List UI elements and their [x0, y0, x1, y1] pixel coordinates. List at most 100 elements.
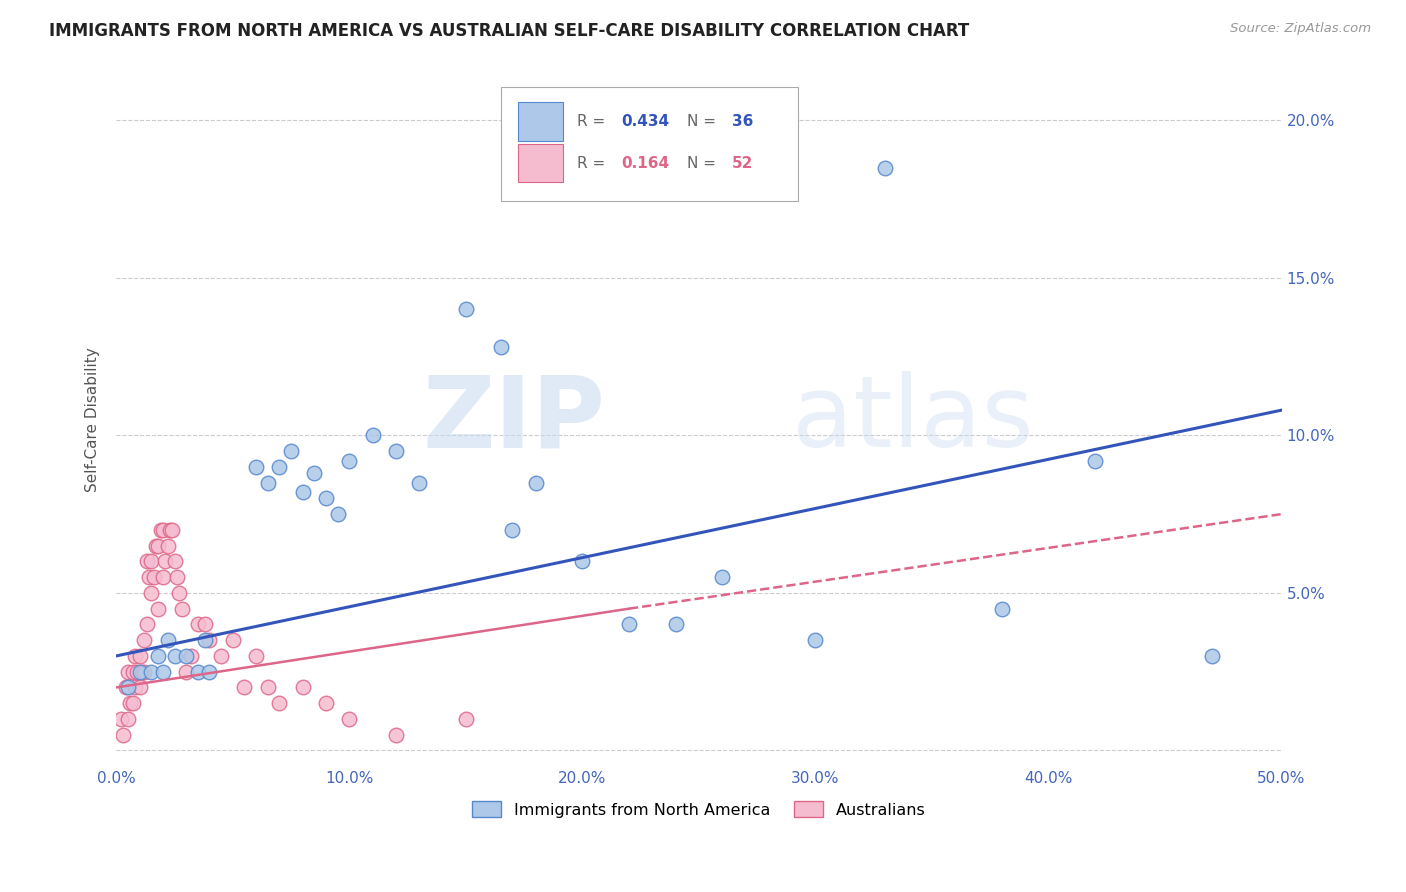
Point — [152, 665, 174, 679]
Point — [245, 459, 267, 474]
FancyBboxPatch shape — [519, 144, 562, 182]
Text: ZIP: ZIP — [423, 371, 606, 468]
Point — [148, 539, 170, 553]
Point — [134, 633, 156, 648]
FancyBboxPatch shape — [501, 87, 799, 202]
Legend: Immigrants from North America, Australians: Immigrants from North America, Australia… — [465, 795, 932, 824]
Point — [804, 633, 827, 648]
Point — [159, 523, 181, 537]
Point — [304, 466, 326, 480]
Point — [198, 633, 221, 648]
Text: N =: N = — [688, 155, 721, 170]
Text: R =: R = — [576, 155, 610, 170]
Text: 0.164: 0.164 — [621, 155, 669, 170]
Point — [142, 570, 165, 584]
Point — [571, 554, 593, 568]
Point — [361, 428, 384, 442]
Point — [1201, 648, 1223, 663]
Point — [385, 444, 408, 458]
Point — [291, 485, 314, 500]
Text: 52: 52 — [731, 155, 752, 170]
Point — [128, 681, 150, 695]
Point — [269, 459, 291, 474]
Point — [991, 601, 1014, 615]
Point — [337, 712, 360, 726]
Point — [454, 302, 477, 317]
Point — [121, 696, 143, 710]
Point — [160, 523, 183, 537]
Point — [149, 523, 172, 537]
Point — [665, 617, 688, 632]
Point — [124, 681, 146, 695]
Point — [141, 554, 163, 568]
Point — [337, 453, 360, 467]
Point — [174, 648, 197, 663]
Point — [501, 523, 523, 537]
Point — [233, 681, 256, 695]
Point — [152, 523, 174, 537]
Point — [135, 617, 157, 632]
Point — [163, 554, 186, 568]
Point — [117, 681, 139, 695]
Text: R =: R = — [576, 114, 610, 129]
Point — [141, 665, 163, 679]
Point — [174, 665, 197, 679]
Point — [148, 601, 170, 615]
Point — [156, 633, 179, 648]
Point — [256, 681, 278, 695]
Point — [1084, 453, 1107, 467]
Point — [315, 696, 337, 710]
Point — [131, 665, 153, 679]
Point — [141, 586, 163, 600]
Point — [167, 586, 190, 600]
Point — [112, 728, 135, 742]
Point — [187, 617, 209, 632]
Point — [269, 696, 291, 710]
Point — [155, 554, 177, 568]
Point — [209, 648, 232, 663]
Text: 36: 36 — [731, 114, 752, 129]
Point — [117, 665, 139, 679]
Point — [166, 570, 188, 584]
Point — [711, 570, 734, 584]
Text: Source: ZipAtlas.com: Source: ZipAtlas.com — [1230, 22, 1371, 36]
Point — [315, 491, 337, 506]
Point — [135, 554, 157, 568]
Point — [145, 539, 167, 553]
Text: 0.434: 0.434 — [621, 114, 669, 129]
Point — [121, 665, 143, 679]
Point — [524, 475, 547, 490]
Point — [134, 665, 156, 679]
Point — [114, 681, 136, 695]
Point — [180, 648, 202, 663]
Point — [110, 712, 132, 726]
FancyBboxPatch shape — [519, 103, 562, 141]
Point — [454, 712, 477, 726]
Point — [385, 728, 408, 742]
Point — [138, 570, 160, 584]
Point — [127, 665, 149, 679]
Point — [326, 507, 349, 521]
Y-axis label: Self-Care Disability: Self-Care Disability — [86, 347, 100, 492]
Point — [194, 633, 217, 648]
Point — [222, 633, 245, 648]
Point — [617, 617, 640, 632]
Point — [291, 681, 314, 695]
Point — [117, 712, 139, 726]
Text: IMMIGRANTS FROM NORTH AMERICA VS AUSTRALIAN SELF-CARE DISABILITY CORRELATION CHA: IMMIGRANTS FROM NORTH AMERICA VS AUSTRAL… — [49, 22, 970, 40]
Point — [489, 340, 512, 354]
Point — [128, 665, 150, 679]
Point — [148, 648, 170, 663]
Text: N =: N = — [688, 114, 721, 129]
Point — [280, 444, 302, 458]
Text: atlas: atlas — [792, 371, 1033, 468]
Point — [256, 475, 278, 490]
Point — [128, 648, 150, 663]
Point — [245, 648, 267, 663]
Point — [124, 648, 146, 663]
Point — [875, 161, 897, 175]
Point — [408, 475, 430, 490]
Point — [163, 648, 186, 663]
Point — [198, 665, 221, 679]
Point — [187, 665, 209, 679]
